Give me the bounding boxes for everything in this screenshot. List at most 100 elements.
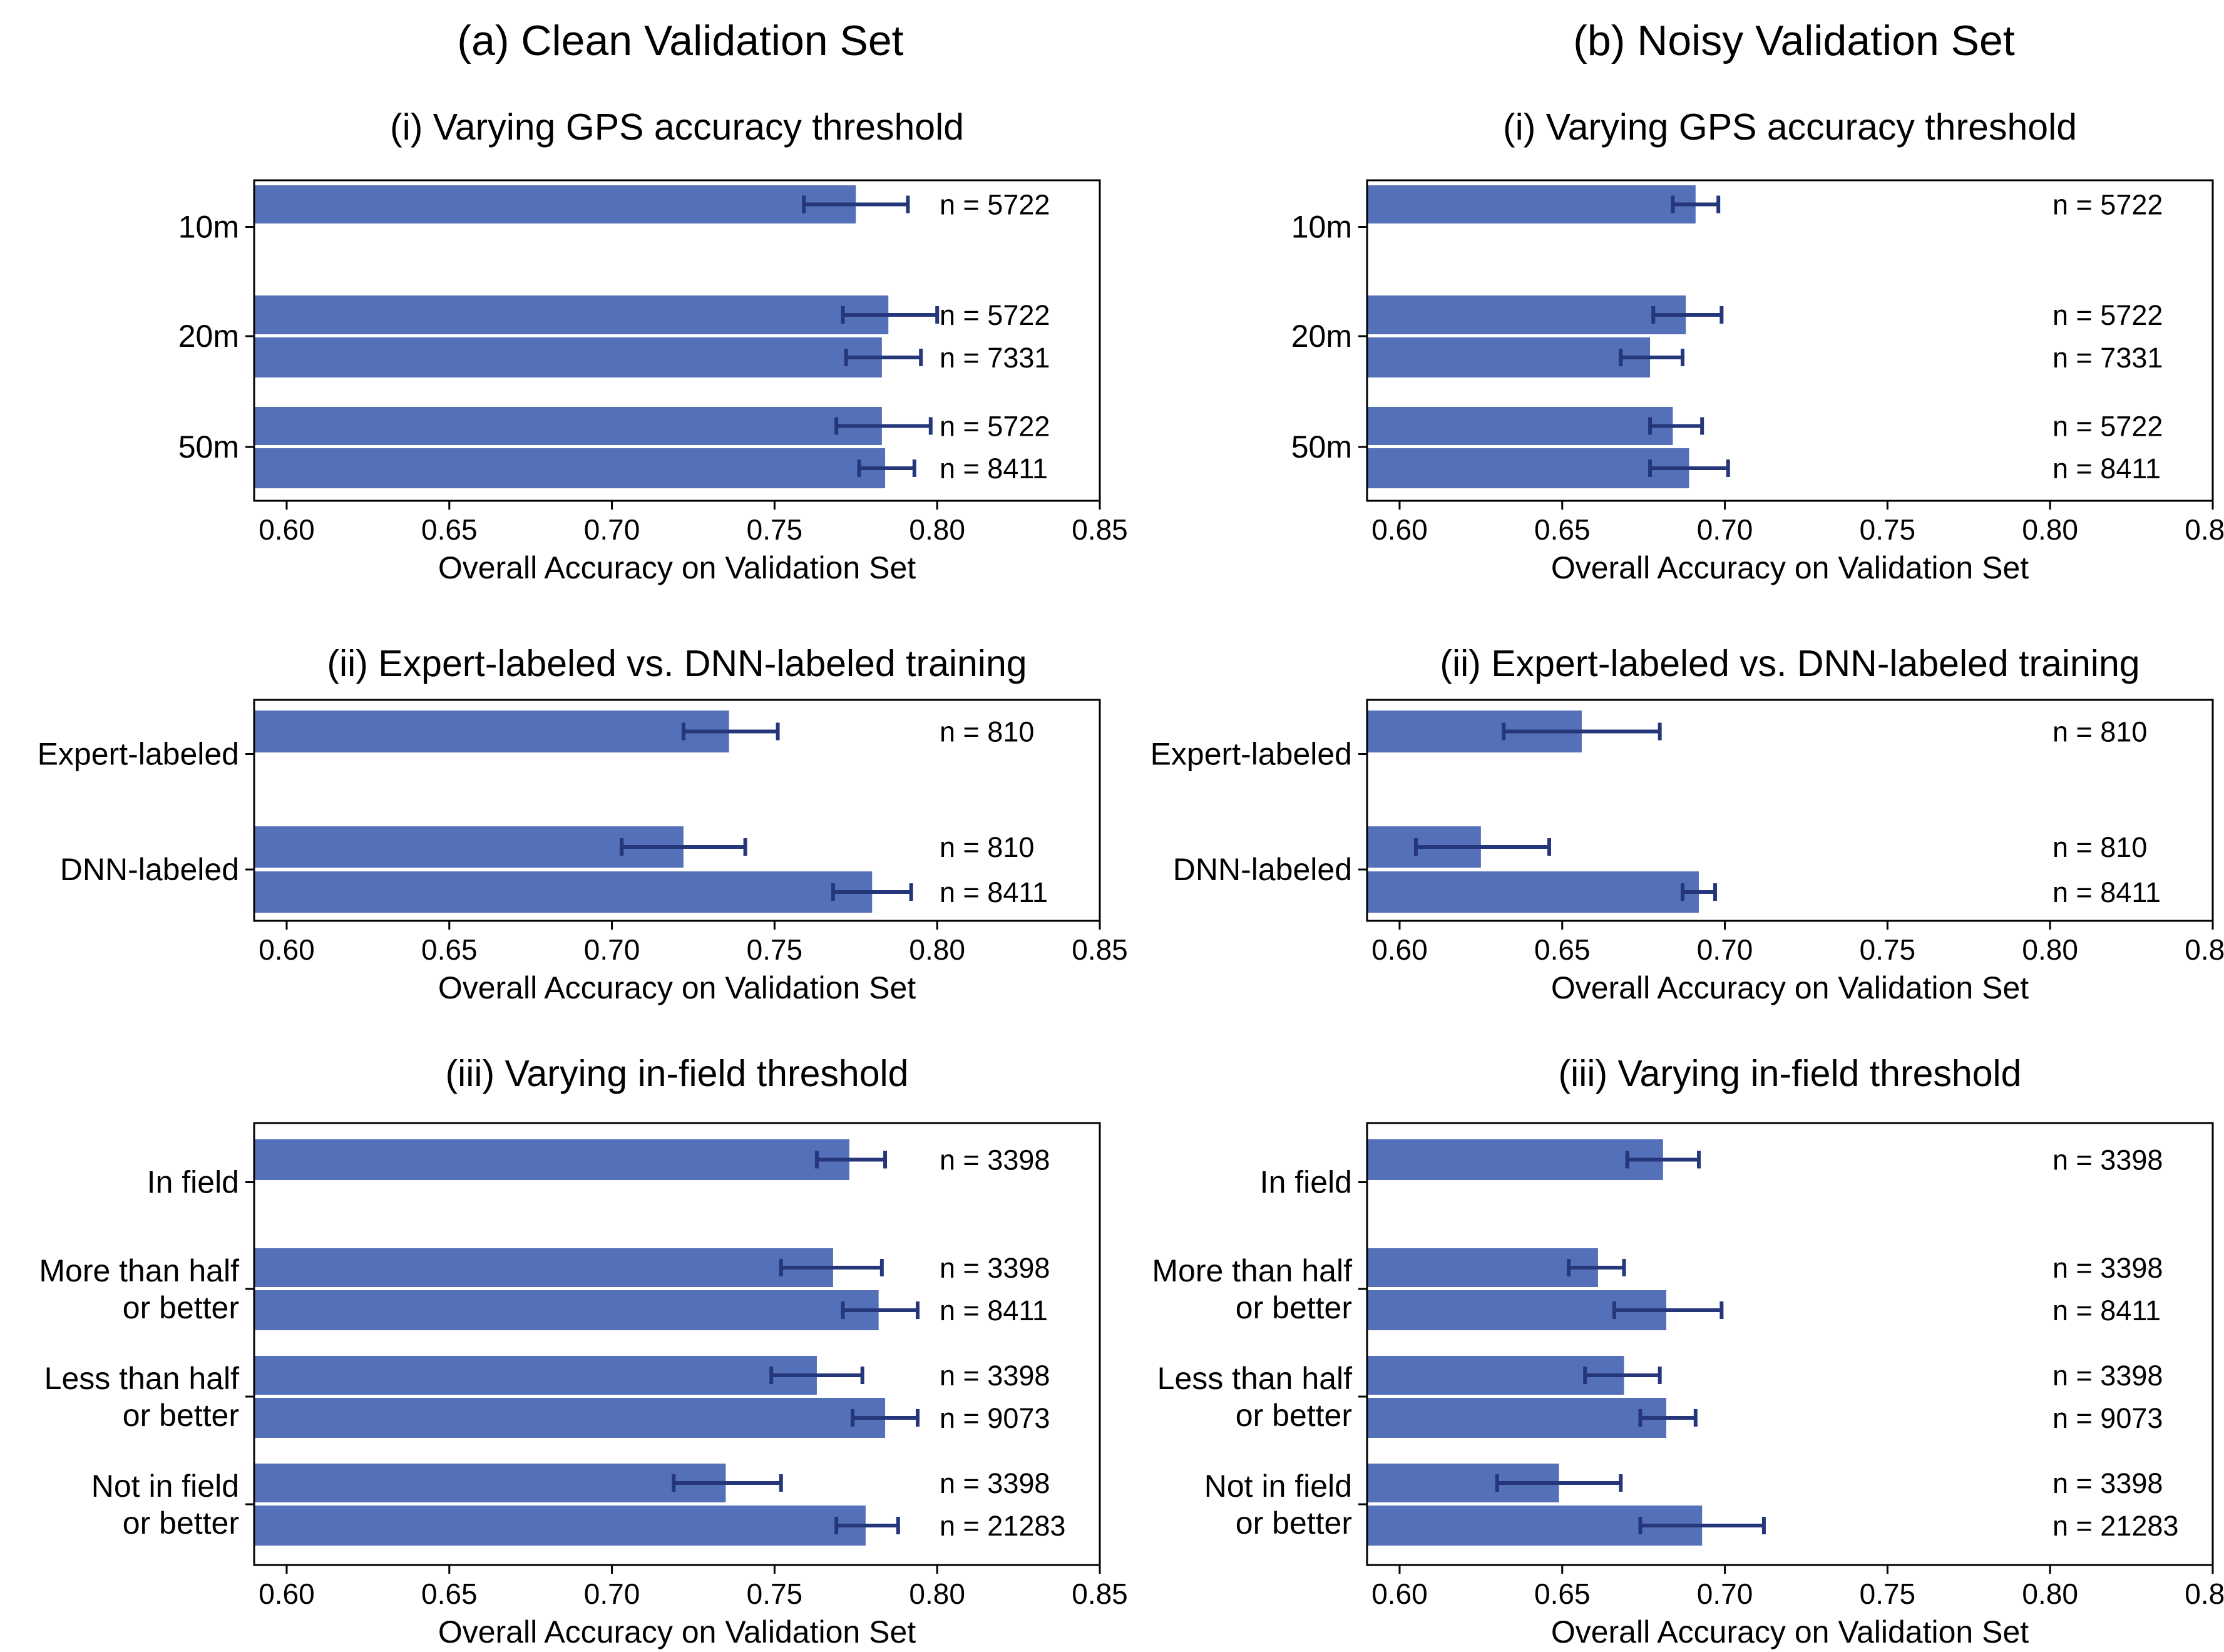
bar: [254, 871, 873, 913]
column-title-clean: (a) Clean Validation Set: [457, 17, 903, 64]
n-label: n = 3398: [2052, 1144, 2163, 1176]
bar: [254, 448, 886, 488]
category-label: Less than half: [1157, 1361, 1352, 1396]
x-tick-label: 0.75: [747, 513, 803, 546]
bar: [1367, 407, 1673, 445]
n-label: n = 7331: [940, 342, 1050, 374]
n-label: n = 810: [940, 831, 1034, 863]
category-label: 10m: [178, 210, 239, 245]
bar: [1367, 1356, 1624, 1395]
x-tick-label: 0.75: [747, 1578, 803, 1610]
plot-frame: [253, 1122, 1101, 1566]
n-label: n = 8411: [2052, 876, 2161, 908]
x-tick-label: 0.85: [2185, 933, 2224, 966]
bar: [254, 337, 882, 377]
x-tick-label: 0.85: [1072, 933, 1128, 966]
n-label: n = 3398: [940, 1467, 1050, 1499]
bar: [254, 1398, 886, 1438]
bar: [254, 1139, 849, 1180]
bar: [254, 185, 856, 223]
category-label: Less than half: [44, 1361, 239, 1396]
n-label: n = 810: [2052, 716, 2147, 748]
category-label: In field: [1260, 1165, 1352, 1200]
bar: [1367, 1398, 1667, 1438]
category-label: DNN-labeled: [1173, 852, 1352, 887]
panel: (iii) Varying in-field threshold n = 3398…: [39, 1053, 1127, 1649]
panel-title: (iii) Varying in-field threshold: [446, 1053, 909, 1094]
x-tick-label: 0.70: [1697, 513, 1753, 546]
x-tick-label: 0.70: [1697, 1578, 1753, 1610]
category-label: DNN-labeled: [60, 852, 239, 887]
x-tick-label: 0.70: [1697, 933, 1753, 966]
column-title-noisy: (b) Noisy Validation Set: [1573, 17, 2015, 64]
x-axis-label: Overall Accuracy on Validation Set: [438, 970, 916, 1005]
n-label: n = 8411: [2052, 453, 2161, 485]
n-label: n = 8411: [940, 1295, 1048, 1326]
x-axis-label: Overall Accuracy on Validation Set: [1551, 550, 2029, 585]
x-tick-label: 0.75: [1860, 1578, 1916, 1610]
bar: [1367, 337, 1651, 377]
x-tick-label: 0.60: [1371, 933, 1428, 966]
x-tick-label: 0.70: [584, 513, 640, 546]
plot-frame: [253, 699, 1101, 922]
x-tick-label: 0.75: [1860, 513, 1916, 546]
x-axis-label: Overall Accuracy on Validation Set: [1551, 970, 2029, 1005]
category-label: Not in field: [1204, 1469, 1352, 1504]
bar: [254, 1248, 833, 1287]
n-label: n = 5722: [940, 189, 1050, 221]
n-label: n = 9073: [2052, 1402, 2163, 1434]
bar: [254, 1290, 879, 1330]
category-label: More than half: [1152, 1253, 1352, 1288]
x-tick-label: 0.85: [1072, 513, 1128, 546]
x-tick-label: 0.75: [747, 933, 803, 966]
category-label: Expert-labeled: [38, 737, 239, 772]
n-label: n = 3398: [2052, 1252, 2163, 1284]
category-label: or better: [1236, 1506, 1352, 1541]
n-label: n = 810: [940, 716, 1034, 748]
n-label: n = 8411: [940, 876, 1048, 908]
n-label: n = 810: [2052, 831, 2147, 863]
category-label: 50m: [178, 429, 239, 464]
x-axis-label: Overall Accuracy on Validation Set: [438, 550, 916, 585]
bar: [1367, 1139, 1663, 1180]
x-tick-label: 0.80: [909, 513, 965, 546]
bar: [254, 711, 729, 752]
plot-frame: [1366, 179, 2214, 502]
x-tick-label: 0.85: [1072, 1578, 1128, 1610]
category-label: or better: [123, 1398, 239, 1433]
x-tick-label: 0.80: [2022, 1578, 2078, 1610]
bar: [254, 1464, 726, 1502]
category-label: 20m: [1291, 319, 1352, 354]
category-label: 50m: [1291, 429, 1352, 464]
panel-title: (iii) Varying in-field threshold: [1559, 1053, 2022, 1094]
category-label: Not in field: [91, 1469, 239, 1504]
category-label: 20m: [178, 319, 239, 354]
plot-frame: [1366, 699, 2214, 922]
bar: [1367, 1248, 1598, 1287]
x-tick-label: 0.65: [421, 513, 478, 546]
x-tick-label: 0.80: [909, 933, 965, 966]
category-label: or better: [1236, 1290, 1352, 1325]
x-axis-label: Overall Accuracy on Validation Set: [438, 1614, 916, 1649]
n-label: n = 5722: [2052, 411, 2163, 443]
bar: [1367, 871, 1699, 913]
x-tick-label: 0.65: [421, 933, 478, 966]
n-label: n = 8411: [2052, 1295, 2161, 1326]
category-label: More than half: [39, 1253, 239, 1288]
x-tick-label: 0.80: [2022, 933, 2078, 966]
x-tick-label: 0.65: [1534, 933, 1591, 966]
x-tick-label: 0.60: [259, 1578, 315, 1610]
panel: (ii) Expert-labeled vs. DNN-labeled trai…: [38, 643, 1128, 1005]
x-tick-label: 0.60: [259, 513, 315, 546]
panel-title: (i) Varying GPS accuracy threshold: [390, 106, 964, 148]
bar: [254, 1356, 817, 1395]
n-label: n = 9073: [940, 1402, 1050, 1434]
x-tick-label: 0.80: [909, 1578, 965, 1610]
panel-title: (i) Varying GPS accuracy threshold: [1503, 106, 2077, 148]
n-label: n = 3398: [940, 1144, 1050, 1176]
bar: [254, 407, 882, 445]
bar: [254, 295, 889, 334]
n-label: n = 3398: [940, 1252, 1050, 1284]
bar: [1367, 448, 1689, 488]
bar: [1367, 185, 1696, 223]
